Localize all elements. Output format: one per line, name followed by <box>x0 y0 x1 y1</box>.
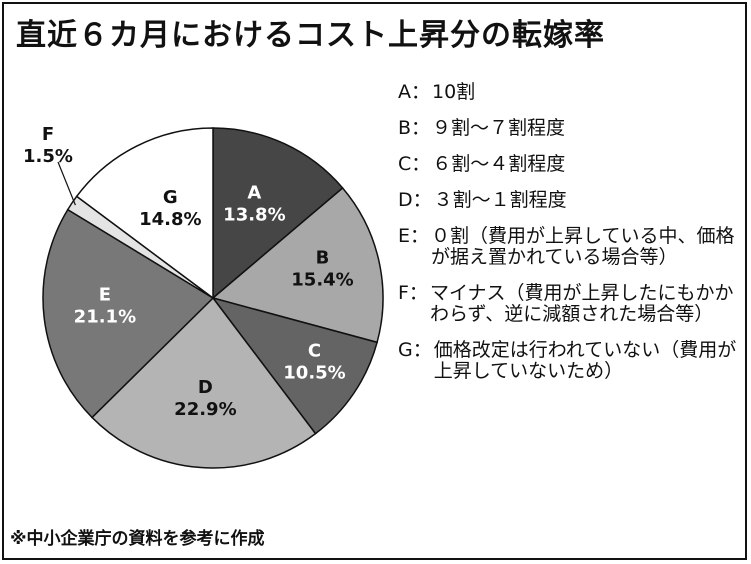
source-note: ※中小企業庁の資料を参考に作成 <box>10 529 265 549</box>
legend-key: F： <box>398 282 428 304</box>
slice-value-label-a: 13.8% <box>223 205 285 226</box>
legend-item-c: C： ６割〜４割程度 <box>398 154 738 175</box>
slice-value-label-e: 21.1% <box>74 307 136 328</box>
pie-slice-b <box>211 186 384 344</box>
pie-slice-d <box>90 296 317 469</box>
slice-value-label-c: 10.5% <box>283 363 345 384</box>
legend-text: 価格改定は行われていない（費用が上昇していないため） <box>433 339 737 382</box>
slice-value-label-d: 22.9% <box>174 399 236 420</box>
slice-key-label-g: G <box>163 187 178 208</box>
legend-item-g: G： 価格改定は行われていない（費用が上昇していないため） <box>398 340 738 382</box>
legend-text: マイナス（費用が上昇したにもかかわらず、逆に減額された場合等） <box>429 282 734 325</box>
slice-key-label-f: F <box>42 124 54 145</box>
legend: A： 10割 B： ９割〜７割程度 C： ６割〜４割程度 D： ３割〜１割程度 E： ０割（費用が… <box>398 82 738 397</box>
legend-text: ６割〜４割程度 <box>432 153 566 175</box>
pie-slice-e <box>42 208 215 419</box>
legend-item-b: B： ９割〜７割程度 <box>398 118 738 139</box>
legend-item-d: D： ３割〜１割程度 <box>398 190 738 211</box>
legend-key: E： <box>398 225 430 247</box>
legend-text: ９割〜７割程度 <box>432 117 566 139</box>
slice-key-label-d: D <box>198 377 213 398</box>
pie-slice-g <box>75 127 214 300</box>
legend-key: C： <box>398 153 431 175</box>
slice-key-label-a: A <box>247 183 261 204</box>
slice-key-label-c: C <box>308 341 321 362</box>
pie-slice-c <box>211 296 379 435</box>
pie-slice-a <box>212 127 344 300</box>
slice-key-label-e: E <box>99 285 111 306</box>
slice-value-label-g: 14.8% <box>139 209 201 230</box>
slice-value-label-f: 1.5% <box>23 146 73 167</box>
legend-key: A： <box>398 81 430 103</box>
legend-item-f: F： マイナス（費用が上昇したにもかかわらず、逆に減額された場合等） <box>398 283 738 325</box>
chart-title: 直近６カ月におけるコスト上昇分の転嫁率 <box>16 18 605 53</box>
leader-line-f <box>57 161 76 206</box>
slice-key-label-b: B <box>316 248 330 269</box>
slice-value-label-b: 15.4% <box>291 270 353 291</box>
legend-item-a: A： 10割 <box>398 82 738 103</box>
legend-key: G： <box>398 339 432 361</box>
legend-text: 10割 <box>432 81 476 103</box>
legend-item-e: E： ０割（費用が上昇している中、価格が据え置かれている場合等） <box>398 226 738 268</box>
legend-text: ３割〜１割程度 <box>433 189 567 211</box>
legend-key: D： <box>398 189 432 211</box>
legend-key: B： <box>398 117 431 139</box>
legend-text: ０割（費用が上昇している中、価格が据え置かれている場合等） <box>431 225 735 268</box>
